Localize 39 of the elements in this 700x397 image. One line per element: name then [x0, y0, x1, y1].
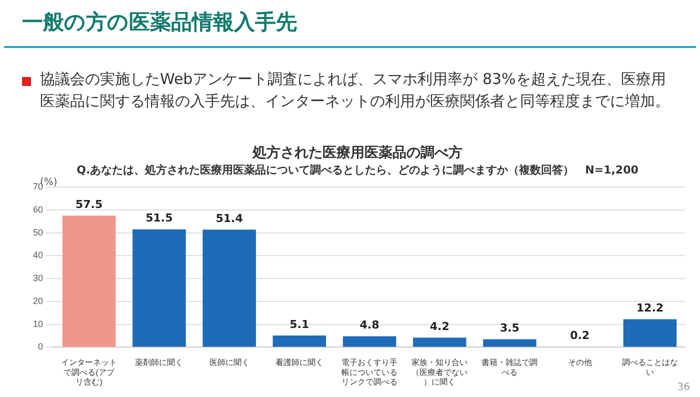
data-label: 3.5	[500, 322, 520, 335]
x-tick-label: その他	[568, 358, 592, 368]
y-tick-label: 10	[32, 318, 44, 329]
bar	[62, 216, 116, 347]
y-tick-label: 30	[32, 273, 44, 284]
y-axis-title: (%)	[40, 177, 58, 188]
data-label: 51.5	[146, 212, 173, 225]
bar	[623, 319, 677, 347]
x-tick-label: 医師に聞く	[209, 358, 250, 368]
x-tick-label: 調べることはない	[622, 358, 678, 377]
y-tick-label: 20	[32, 296, 44, 306]
x-tick-label: インターネットで調べる(アプリ含む)	[61, 358, 118, 386]
data-label: 4.8	[360, 318, 380, 332]
x-tick-label: 電子おくすり手帳についているリンクで調べる	[342, 358, 398, 386]
bar	[272, 336, 326, 347]
data-label: 0.2	[570, 329, 590, 342]
data-label: 5.1	[290, 318, 310, 331]
y-tick-label: 40	[32, 250, 44, 260]
data-label: 51.4	[216, 212, 244, 225]
data-label: 57.5	[75, 198, 103, 211]
text: 36	[677, 382, 690, 393]
data-label: 4.2	[430, 320, 450, 333]
bar	[342, 336, 396, 347]
chart-title: 処方された医療用医薬品の調べ方	[252, 144, 462, 162]
y-tick-label: 60	[32, 204, 44, 214]
bar	[483, 339, 536, 347]
x-tick-label: 家族・知り合い（医療者でない）に聞く	[412, 358, 468, 386]
chart-subtitle: Q.あなたは、処方された医療用医薬品について調べるとしたら、どのように調べますか（複数回答） N=1,200	[76, 163, 639, 176]
bar	[202, 230, 256, 347]
bar	[132, 229, 186, 347]
x-tick-label: 書籍・雑誌で調べる	[482, 358, 538, 377]
text: 協議会の実施したWebアンケート調査によれば、スマホ利用率が 83%を超えた現在、医療用医薬品に関する情報の入手先は、インターネットの利用が医療関係者と同等程度までに増加。	[40, 69, 671, 112]
y-tick-label: 50	[32, 227, 44, 238]
x-tick-label: 薬剤師に聞く	[135, 358, 184, 368]
text: 一般の方の医薬品情報入手先	[22, 9, 297, 36]
x-tick-label: 看護師に聞く	[275, 358, 324, 368]
bar	[412, 338, 466, 347]
y-tick-label: 0	[38, 342, 44, 352]
data-label: 12.2	[636, 302, 664, 315]
